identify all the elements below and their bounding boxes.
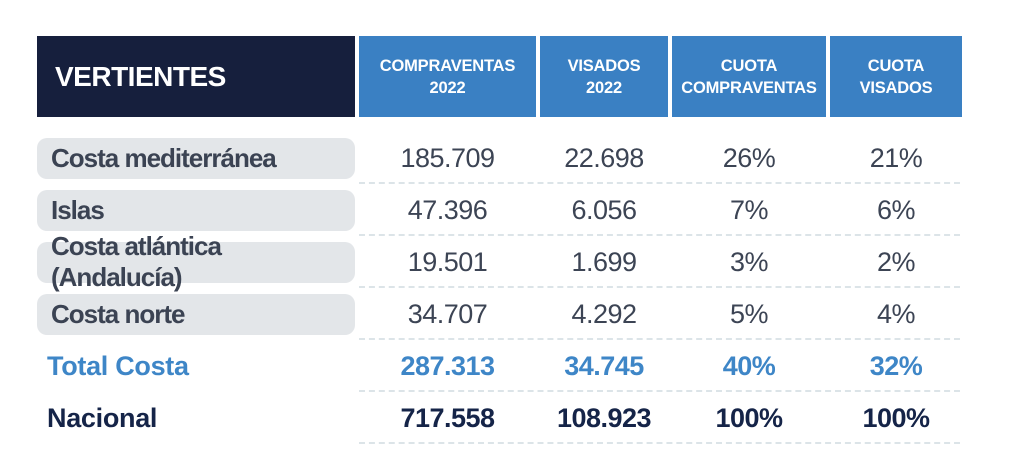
header-label: COMPRAVENTAS <box>681 78 817 97</box>
table-row-nacional: Nacional 717.558 108.923 100% 100% <box>37 392 962 444</box>
header-cell-visados-2022: VISADOS 2022 <box>540 36 668 117</box>
table-row-costa-mediterranea: Costa mediterránea 185.709 22.698 26% 21… <box>37 132 962 184</box>
table-body: Costa mediterránea 185.709 22.698 26% 21… <box>37 132 962 444</box>
header-label: 2022 <box>586 78 622 97</box>
row-label: Costa mediterránea <box>51 142 277 173</box>
header-cell-vertientes: VERTIENTES <box>37 36 355 117</box>
cell-cuota-visados: 32% <box>869 350 923 381</box>
row-label: Costa atlántica (Andalucía) <box>51 231 222 292</box>
row-label-cell: Costa mediterránea <box>37 137 355 179</box>
cell-cuota-compraventas: 100% <box>715 402 783 433</box>
cell-cuota-compraventas: 5% <box>729 298 769 329</box>
cell-cuota-visados: 21% <box>869 142 923 173</box>
header-label: CUOTA <box>867 56 925 75</box>
header-label: VERTIENTES <box>55 60 226 92</box>
row-label-cell: Total Costa <box>37 351 355 382</box>
header-cell-cuota-visados: CUOTA VISADOS <box>830 36 962 117</box>
header-label: 2022 <box>429 78 466 97</box>
header-label: VISADOS <box>859 78 933 97</box>
row-label: Costa norte <box>51 298 185 329</box>
row-label-cell: Costa atlántica (Andalucía) <box>37 231 355 292</box>
table-row-islas: Islas 47.396 6.056 7% 6% <box>37 184 962 236</box>
table-row-costa-atlantica: Costa atlántica (Andalucía) 19.501 1.699… <box>37 231 962 292</box>
cell-cuota-visados: 6% <box>876 194 916 225</box>
row-label-pill: Costa norte <box>37 293 355 335</box>
cell-cuota-compraventas: 7% <box>729 194 769 225</box>
cell-visados: 22.698 <box>564 142 644 173</box>
header-label: CUOTA <box>720 56 778 75</box>
cell-cuota-compraventas: 26% <box>722 142 776 173</box>
cell-cuota-compraventas: 3% <box>729 246 769 277</box>
cell-cuota-compraventas: 40% <box>722 350 776 381</box>
cell-compraventas: 185.709 <box>400 142 495 173</box>
cell-cuota-visados: 4% <box>876 298 916 329</box>
cell-visados: 34.745 <box>564 350 644 381</box>
row-label-pill: Costa mediterránea <box>37 137 355 179</box>
cell-compraventas: 287.313 <box>400 350 495 381</box>
header-label: VISADOS <box>567 56 641 75</box>
vertientes-table: VERTIENTES COMPRAVENTAS 2022 VISADOS 202… <box>37 36 962 444</box>
cell-cuota-visados: 100% <box>862 402 930 433</box>
cell-visados: 108.923 <box>556 402 652 433</box>
cell-cuota-visados: 2% <box>876 246 916 277</box>
row-label-cell: Costa norte <box>37 293 355 335</box>
cell-compraventas: 47.396 <box>407 194 488 225</box>
table-row-total-costa: Total Costa 287.313 34.745 40% 32% <box>37 340 962 392</box>
table-row-costa-norte: Costa norte 34.707 4.292 5% 4% <box>37 288 962 340</box>
header-cell-compraventas-2022: COMPRAVENTAS 2022 <box>359 36 536 117</box>
header-label: COMPRAVENTAS <box>379 56 516 75</box>
cell-visados: 4.292 <box>571 298 637 329</box>
row-label-cell: Islas <box>37 189 355 231</box>
cell-visados: 1.699 <box>571 246 637 277</box>
row-label: Islas <box>51 194 105 225</box>
cell-compraventas: 717.558 <box>400 402 495 433</box>
cell-visados: 6.056 <box>571 194 637 225</box>
row-label-pill: Islas <box>37 189 355 231</box>
row-label: Nacional <box>47 402 158 433</box>
cell-compraventas: 19.501 <box>407 246 488 277</box>
cell-compraventas: 34.707 <box>407 298 488 329</box>
row-label: Total Costa <box>47 350 189 381</box>
row-label-pill: Costa atlántica (Andalucía) <box>37 231 355 292</box>
table-header: VERTIENTES COMPRAVENTAS 2022 VISADOS 202… <box>37 36 962 117</box>
header-cell-cuota-compraventas: CUOTA COMPRAVENTAS <box>672 36 826 117</box>
row-label-cell: Nacional <box>37 403 355 434</box>
